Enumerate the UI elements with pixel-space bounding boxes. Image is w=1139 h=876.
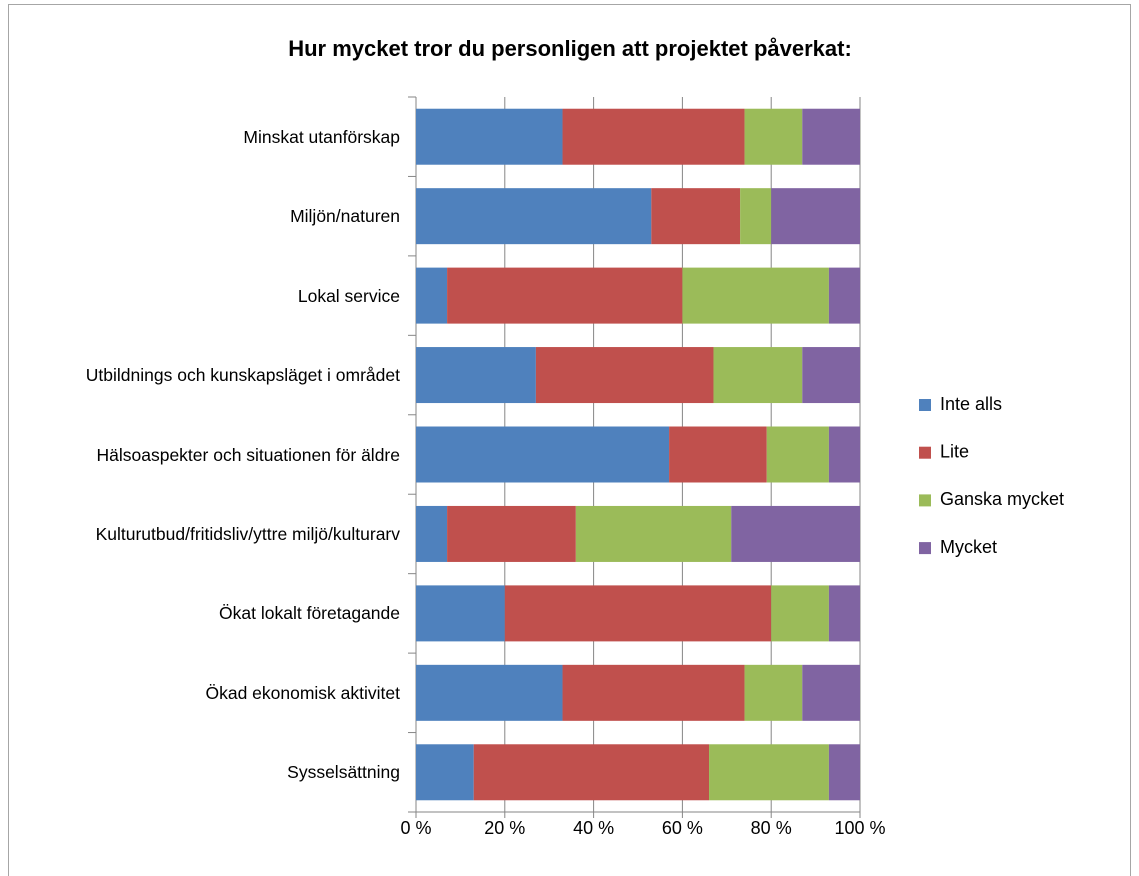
x-tick-label: 80 % (751, 818, 792, 838)
legend-label: Ganska mycket (940, 489, 1064, 509)
bar-segment (562, 664, 745, 721)
bar-segment (740, 188, 772, 245)
bar-segment (731, 505, 860, 562)
bar-segment (416, 347, 536, 404)
bar-segment (575, 505, 732, 562)
bar-segment (828, 744, 860, 801)
x-tick-label: 40 % (573, 818, 614, 838)
bar-segment (709, 744, 829, 801)
bar-segment (669, 426, 767, 483)
bar-segment (682, 267, 829, 324)
y-tick-label: Sysselsättning (8, 732, 400, 812)
bar-segment (416, 505, 448, 562)
category-label: Ökad ekonomisk aktivitet (205, 682, 400, 703)
bar-segment (535, 347, 714, 404)
bar-segment (416, 744, 474, 801)
bar-segment (771, 585, 829, 642)
bar-segment (447, 267, 683, 324)
category-label: Ökat lokalt företagande (219, 603, 400, 624)
category-label: Sysselsättning (287, 762, 400, 783)
y-tick-label: Kulturutbud/fritidsliv/yttre miljö/kultu… (8, 494, 400, 574)
x-tick-label: 0 % (400, 818, 431, 838)
x-tick-label: 20 % (484, 818, 525, 838)
bar-segment (447, 505, 576, 562)
bar-segment (744, 664, 803, 721)
bar-segment (562, 108, 745, 165)
bar-segment (473, 744, 710, 801)
bar-segment (828, 426, 860, 483)
legend-swatch (919, 399, 931, 411)
y-tick-label: Ökad ekonomisk aktivitet (8, 653, 400, 733)
bar-segment (802, 347, 860, 404)
x-tick-label: 100 % (834, 818, 885, 838)
bar-segment (828, 267, 860, 324)
y-tick-label: Ökat lokalt företagande (8, 573, 400, 653)
bar-segment (828, 585, 860, 642)
y-tick-label: Minskat utanförskap (8, 97, 400, 177)
category-label: Hälsoaspekter och situationen för äldre (96, 444, 400, 465)
category-label: Lokal service (297, 285, 400, 306)
category-label: Minskat utanförskap (243, 126, 400, 147)
category-label: Kulturutbud/fritidsliv/yttre miljö/kultu… (95, 523, 400, 544)
bar-segment (416, 585, 505, 642)
y-tick-label: Lokal service (8, 256, 400, 336)
y-tick-label: Hälsoaspekter och situationen för äldre (8, 415, 400, 495)
bar-segment (766, 426, 829, 483)
bar-segment (802, 108, 860, 165)
bar-segment (713, 347, 803, 404)
bar-segment (416, 267, 448, 324)
legend-swatch (919, 494, 931, 507)
legend-label: Lite (940, 441, 969, 461)
bar-segment (504, 585, 772, 642)
bar-segment (416, 426, 670, 483)
legend-label: Inte alls (940, 394, 1002, 414)
bar-segment (651, 188, 741, 245)
category-label: Utbildnings och kunskapsläget i området (85, 365, 400, 386)
bar-segment (416, 108, 563, 165)
legend-label: Mycket (940, 537, 997, 557)
bar-segment (771, 188, 860, 245)
bar-segment (802, 664, 860, 721)
bar-segment (416, 188, 652, 245)
chart-title: Hur mycket tror du personligen att proje… (288, 36, 852, 61)
y-tick-label: Utbildnings och kunskapsläget i området (8, 335, 400, 415)
legend-swatch (919, 542, 931, 555)
bar-segment (744, 108, 803, 165)
legend-swatch (919, 446, 931, 459)
bar-segment (416, 664, 563, 721)
category-label: Miljön/naturen (290, 206, 400, 227)
x-tick-label: 60 % (662, 818, 703, 838)
y-tick-label: Miljön/naturen (8, 176, 400, 256)
